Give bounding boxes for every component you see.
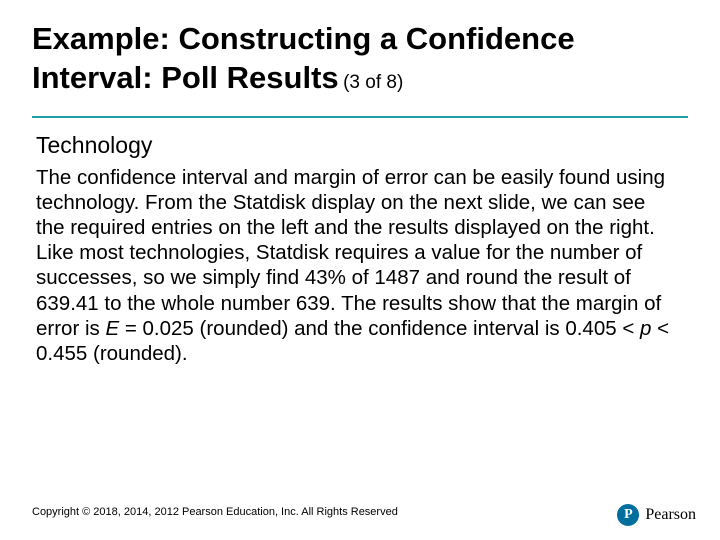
variable-e: E — [105, 317, 119, 340]
slide-container: Example: Constructing a Confidence Inter… — [0, 0, 720, 540]
title-rule — [32, 116, 688, 118]
body-part1: The confidence interval and margin of er… — [36, 166, 665, 340]
slide-title: Example: Constructing a Confidence Inter… — [32, 21, 575, 95]
brand-name: Pearson — [645, 506, 696, 524]
section-subhead: Technology — [36, 132, 688, 159]
variable-p: p — [640, 317, 651, 340]
copyright-footer: Copyright © 2018, 2014, 2012 Pearson Edu… — [32, 506, 398, 518]
pearson-p-icon: P — [624, 508, 633, 522]
slide-counter: (3 of 8) — [343, 72, 403, 93]
body-paragraph: The confidence interval and margin of er… — [36, 165, 678, 367]
pearson-circle-icon: P — [617, 504, 639, 526]
brand-logo: P Pearson — [617, 504, 696, 526]
body-part2: = 0.025 (rounded) and the confidence int… — [119, 317, 640, 340]
title-block: Example: Constructing a Confidence Inter… — [32, 20, 688, 98]
